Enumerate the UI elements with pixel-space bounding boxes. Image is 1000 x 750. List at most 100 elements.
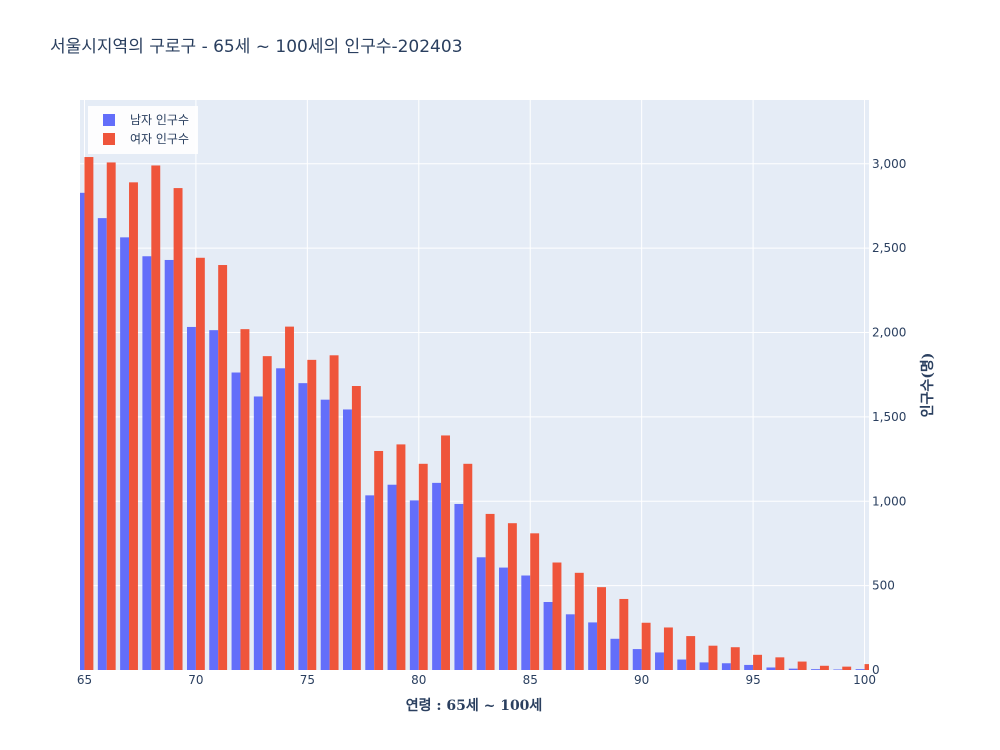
bar[interactable]	[744, 664, 754, 670]
bar[interactable]	[788, 668, 798, 670]
bar[interactable]	[811, 669, 820, 670]
x-tick-label: 80	[411, 673, 426, 687]
legend-label: 남자 인구수	[130, 113, 189, 127]
bar[interactable]	[285, 326, 294, 670]
bar[interactable]	[195, 257, 205, 670]
chart-title: 서울시지역의 구로구 - 65세 ~ 100세의 인구수-202403	[50, 37, 463, 57]
bar[interactable]	[365, 495, 375, 670]
bar[interactable]	[262, 356, 272, 670]
bar[interactable]	[432, 482, 442, 670]
bar[interactable]	[106, 162, 116, 670]
y-tick-label: 2,000	[872, 326, 906, 340]
bar[interactable]	[454, 503, 464, 670]
bar[interactable]	[209, 330, 219, 670]
bar[interactable]	[164, 259, 174, 670]
bar[interactable]	[485, 513, 495, 670]
x-tick-label: 75	[300, 673, 315, 687]
bar[interactable]	[120, 237, 130, 671]
bar[interactable]	[552, 562, 562, 670]
bar[interactable]	[476, 557, 486, 670]
bar[interactable]	[186, 326, 196, 670]
bar[interactable]	[396, 444, 406, 670]
bar[interactable]	[499, 567, 508, 670]
y-tick-labels: 0 500 1,000 1,500 2,000 2,500 3,000	[872, 157, 906, 677]
bar[interactable]	[753, 654, 763, 670]
bar[interactable]	[387, 484, 397, 670]
bar[interactable]	[151, 165, 161, 670]
x-axis-title: 연령 : 65세 ~ 100세	[406, 698, 543, 714]
y-axis-title: 인구수(명)	[919, 353, 936, 418]
bar[interactable]	[565, 614, 575, 670]
bar[interactable]	[521, 575, 531, 670]
x-tick-label: 90	[634, 673, 649, 687]
bar[interactable]	[240, 329, 250, 670]
x-tick-label: 65	[77, 673, 92, 687]
bar[interactable]	[530, 533, 540, 670]
bar[interactable]	[677, 659, 687, 670]
y-tick-label: 3,000	[872, 157, 906, 171]
bar[interactable]	[610, 638, 620, 670]
bar[interactable]	[307, 359, 317, 670]
bar[interactable]	[173, 188, 183, 670]
bar[interactable]	[708, 645, 718, 670]
bar[interactable]	[142, 256, 152, 670]
bar[interactable]	[441, 435, 450, 670]
y-tick-label: 0	[872, 663, 880, 677]
bar[interactable]	[507, 523, 517, 670]
bar[interactable]	[686, 636, 696, 670]
bar[interactable]	[80, 192, 85, 670]
bar[interactable]	[588, 622, 598, 670]
bar[interactable]	[418, 463, 428, 670]
bar[interactable]	[329, 355, 339, 670]
bar[interactable]	[97, 218, 107, 670]
bar[interactable]	[655, 652, 664, 670]
bar[interactable]	[641, 622, 651, 670]
bar[interactable]	[276, 368, 286, 670]
bar[interactable]	[766, 667, 776, 670]
bar[interactable]	[663, 627, 673, 670]
bar[interactable]	[351, 386, 361, 670]
bar[interactable]	[409, 500, 419, 670]
bar[interactable]	[730, 647, 740, 670]
y-tick-label: 500	[872, 579, 895, 593]
bar[interactable]	[463, 463, 473, 670]
bar[interactable]	[619, 598, 629, 670]
bar[interactable]	[797, 661, 807, 670]
legend-swatch	[103, 114, 115, 126]
bar[interactable]	[842, 666, 852, 670]
bar[interactable]	[84, 157, 94, 670]
bar[interactable]	[819, 665, 829, 670]
x-tick-label: 70	[188, 673, 203, 687]
bar[interactable]	[864, 664, 869, 670]
bar[interactable]	[574, 572, 584, 670]
x-tick-label: 95	[745, 673, 760, 687]
y-tick-label: 2,500	[872, 241, 906, 255]
bar[interactable]	[231, 372, 241, 670]
bar[interactable]	[298, 383, 308, 670]
bar[interactable]	[253, 396, 263, 670]
bar[interactable]	[543, 601, 553, 670]
bar[interactable]	[699, 662, 709, 670]
bar[interactable]	[343, 409, 352, 670]
y-tick-label: 1,500	[872, 410, 906, 424]
bar[interactable]	[855, 669, 865, 670]
x-tick-label: 100	[853, 673, 876, 687]
bar[interactable]	[218, 265, 228, 670]
bar[interactable]	[632, 649, 642, 670]
x-tick-labels: 65 70 75 80 85 90 95 100	[77, 673, 876, 687]
bars	[80, 157, 869, 671]
legend-label: 여자 인구수	[130, 132, 189, 146]
bar[interactable]	[775, 657, 785, 670]
y-tick-label: 1,000	[872, 494, 906, 508]
bar[interactable]	[374, 450, 384, 670]
bar[interactable]	[597, 587, 606, 670]
bar[interactable]	[129, 182, 138, 670]
bar[interactable]	[721, 663, 731, 670]
x-tick-label: 85	[523, 673, 538, 687]
bar[interactable]	[320, 399, 330, 670]
legend-swatch	[103, 133, 115, 145]
bar[interactable]	[833, 669, 843, 670]
